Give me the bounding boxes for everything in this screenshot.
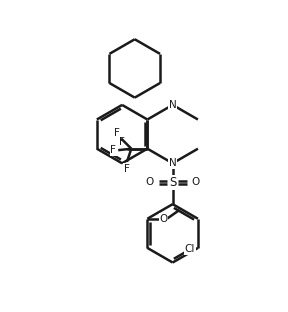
Text: O: O <box>192 177 200 187</box>
Text: F: F <box>110 145 116 155</box>
Text: N: N <box>169 100 177 110</box>
Text: F: F <box>119 137 125 147</box>
Text: S: S <box>169 176 176 189</box>
Text: F: F <box>114 128 120 138</box>
Text: O: O <box>145 177 154 187</box>
Text: O: O <box>159 214 168 224</box>
Text: N: N <box>169 158 177 168</box>
Text: F: F <box>124 164 130 174</box>
Text: Cl: Cl <box>185 244 195 254</box>
